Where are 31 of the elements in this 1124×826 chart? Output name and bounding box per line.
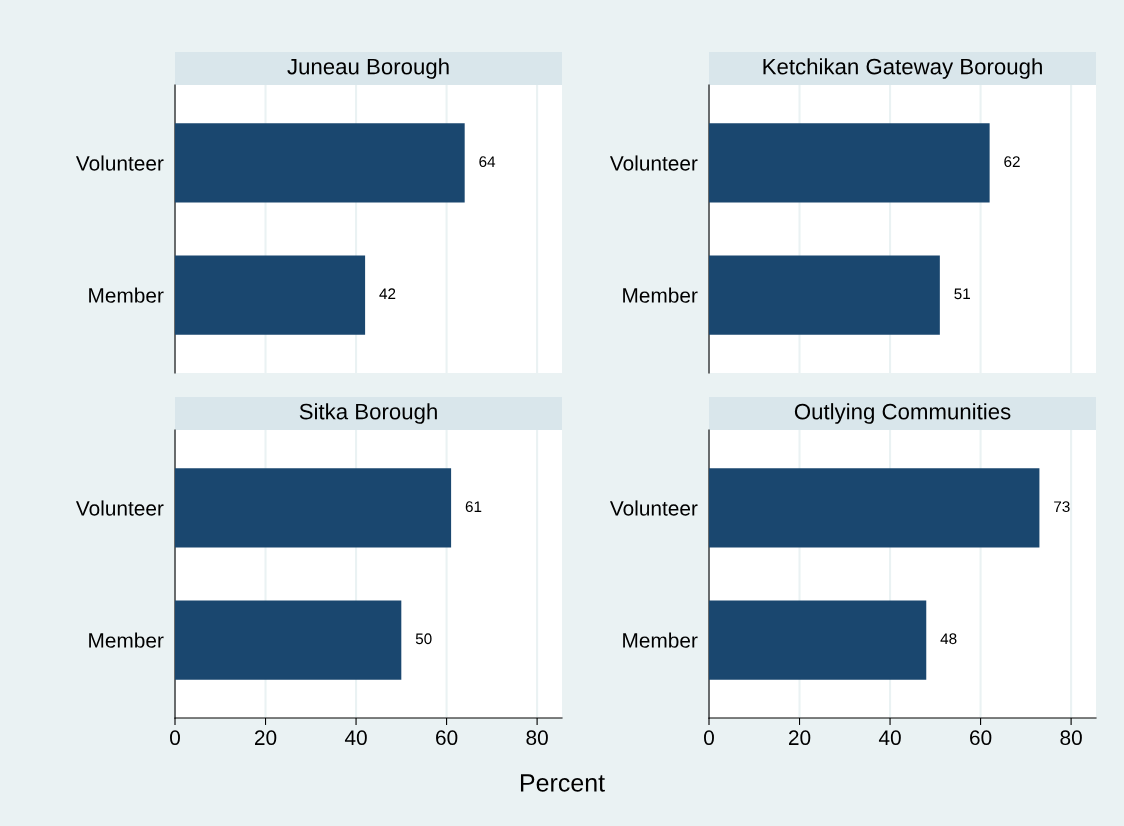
data-label: 50 (415, 633, 432, 645)
x-tick-label: 80 (526, 730, 548, 746)
x-tick-label: 20 (254, 730, 277, 746)
data-label: 51 (954, 288, 970, 300)
data-label: 64 (479, 156, 496, 168)
x-axis-title: Percent (520, 774, 605, 792)
x-tick-label: 60 (436, 730, 458, 746)
y-tick-label: Volunteer (75, 155, 164, 171)
x-tick-label: 40 (878, 730, 901, 746)
x-tick-label: 0 (170, 730, 180, 746)
chart-title: Juneau Borough (287, 58, 449, 79)
x-tick-label: 20 (788, 730, 811, 746)
y-tick-label: Member (89, 632, 164, 648)
y-tick-label: Member (623, 287, 698, 303)
chart-title: Outlying Communities (794, 403, 1011, 424)
y-tick-label: Member (89, 287, 164, 303)
data-label: 62 (1004, 156, 1020, 168)
x-tick-label: 40 (344, 730, 367, 746)
y-tick-label: Volunteer (75, 500, 164, 516)
x-tick-label: 60 (970, 730, 992, 746)
chart-title: Ketchikan Gateway Borough (763, 58, 1042, 79)
chart-title: Sitka Borough (299, 403, 437, 424)
x-tick-label: 0 (704, 730, 714, 746)
x-tick-label: 80 (1060, 730, 1082, 746)
data-label: 61 (465, 501, 482, 513)
data-label: 42 (379, 288, 396, 300)
data-label: 73 (1054, 501, 1070, 513)
y-tick-label: Volunteer (609, 155, 698, 171)
data-label: 48 (940, 633, 957, 645)
y-tick-label: Volunteer (609, 500, 698, 516)
y-tick-label: Member (623, 632, 698, 648)
